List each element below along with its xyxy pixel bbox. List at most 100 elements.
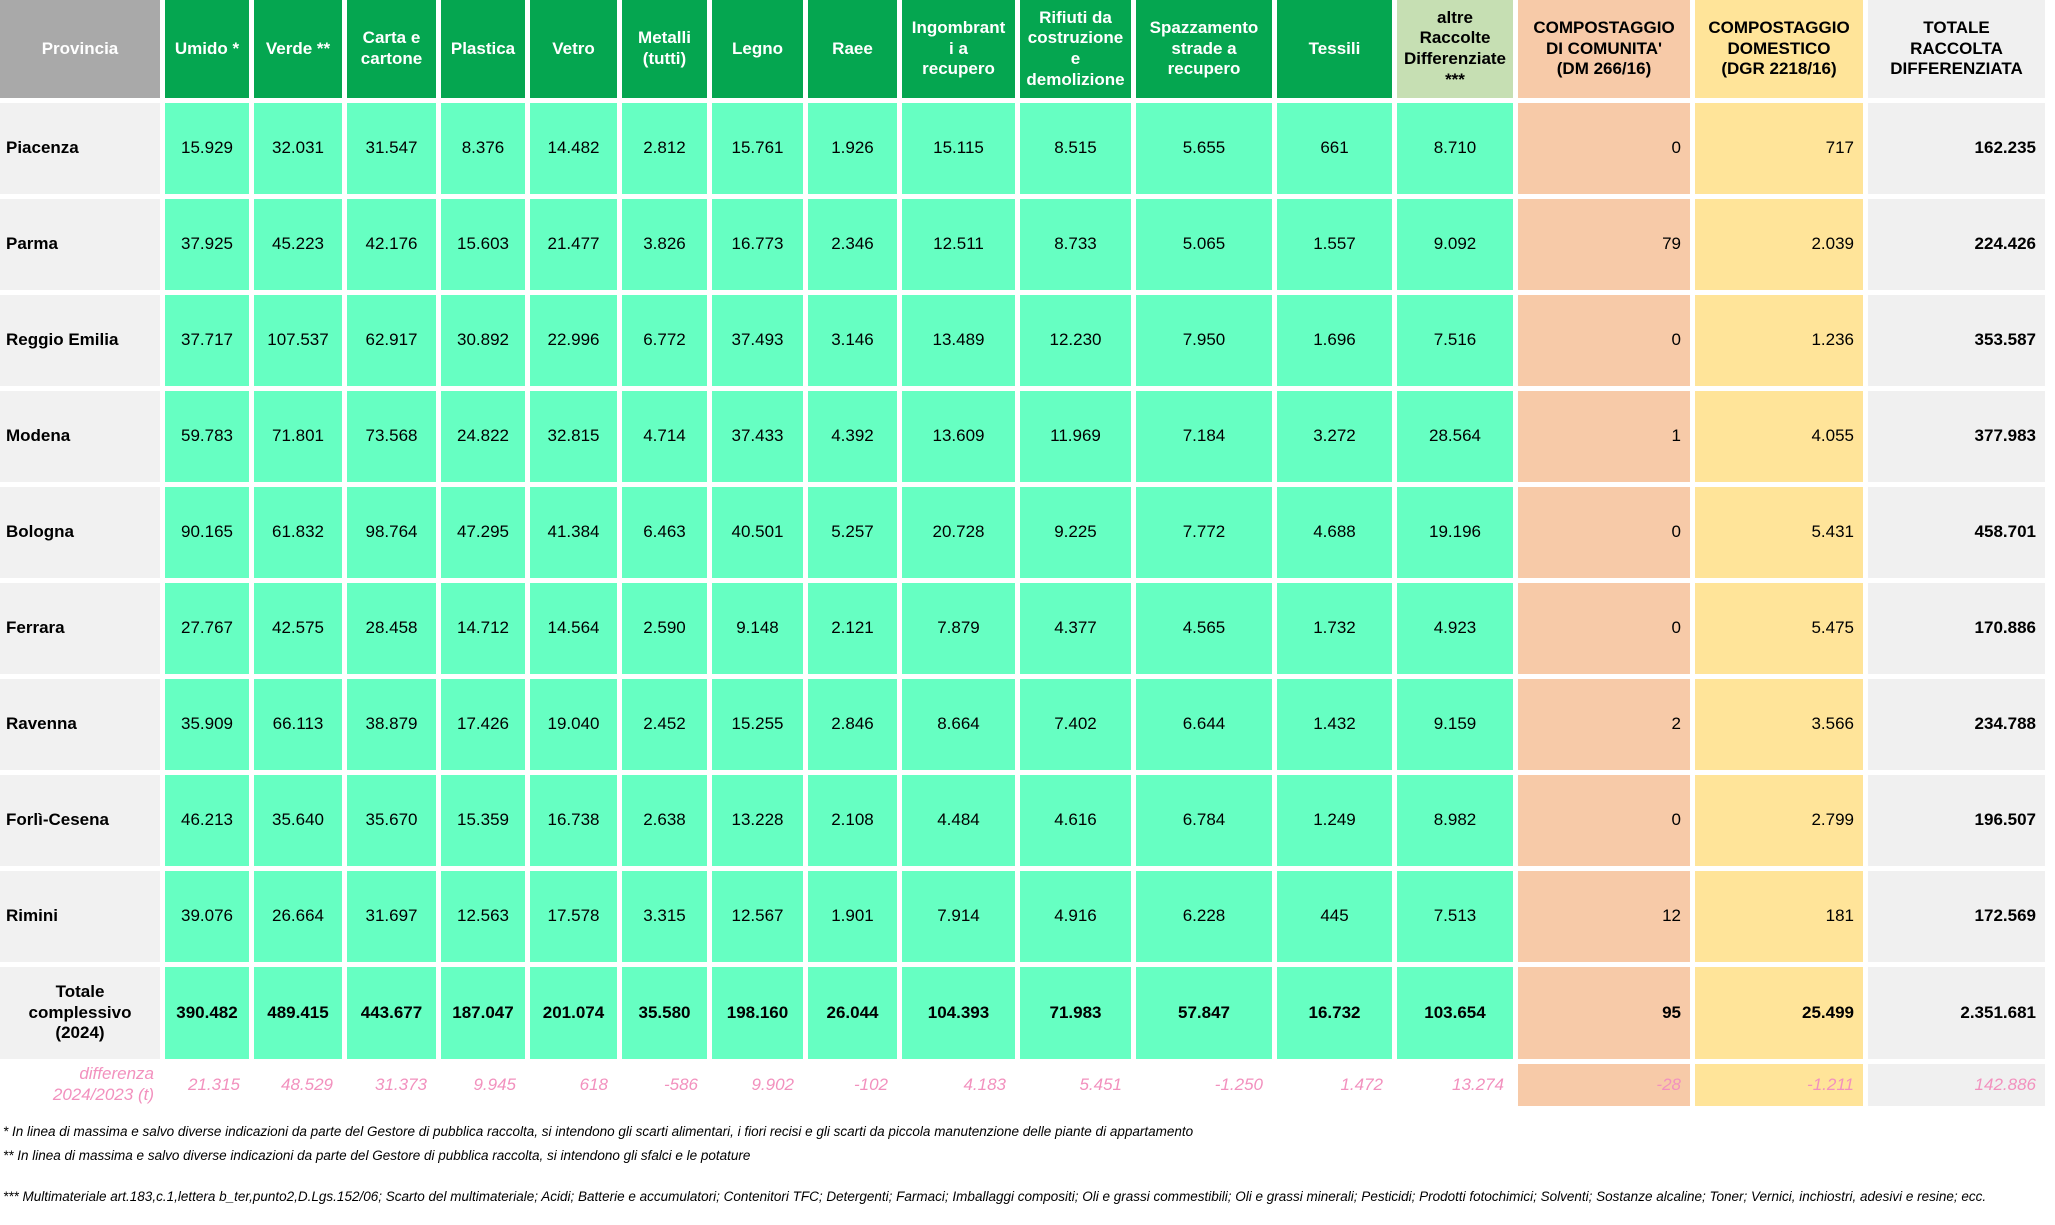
data-cell-umido: 15.929	[165, 103, 249, 194]
data-cell-spazzamento: 5.655	[1136, 103, 1272, 194]
data-cell-ingombranti: 7.879	[902, 583, 1015, 674]
data-cell-ingombranti: 104.393	[902, 967, 1015, 1059]
data-cell-rifiuti-costruzione: 4.616	[1020, 775, 1131, 866]
data-cell-metalli: 2.452	[622, 679, 707, 770]
data-cell-totale: 224.426	[1868, 199, 2045, 290]
data-cell-carta-e-cartone: 73.568	[347, 391, 436, 482]
data-cell-legno: 13.228	[712, 775, 803, 866]
data-cell-spazzamento: 7.184	[1136, 391, 1272, 482]
data-cell-compostaggio-comunita: 1	[1518, 391, 1690, 482]
data-cell-vetro: 21.477	[530, 199, 617, 290]
data-cell-raee: 3.146	[808, 295, 897, 386]
data-cell-totale: 142.886	[1868, 1064, 2045, 1106]
data-cell-rifiuti-costruzione: 8.515	[1020, 103, 1131, 194]
data-cell-compostaggio-domestico: -1.211	[1695, 1064, 1863, 1106]
data-cell-tessili: 445	[1277, 871, 1392, 962]
data-cell-tessili: 4.688	[1277, 487, 1392, 578]
data-cell-verde: 489.415	[254, 967, 342, 1059]
data-cell-vetro: 16.738	[530, 775, 617, 866]
data-cell-raee: 4.392	[808, 391, 897, 482]
data-cell-compostaggio-comunita: 0	[1518, 583, 1690, 674]
header-cell-ingombranti: Ingombrant i a recupero	[902, 0, 1015, 98]
data-cell-altre-raccolte: 28.564	[1397, 391, 1513, 482]
header-cell-carta-e-cartone: Carta e cartone	[347, 0, 436, 98]
data-cell-compostaggio-domestico: 2.799	[1695, 775, 1863, 866]
data-cell-compostaggio-domestico: 5.475	[1695, 583, 1863, 674]
data-cell-umido: 59.783	[165, 391, 249, 482]
data-cell-spazzamento: 4.565	[1136, 583, 1272, 674]
header-cell-metalli: Metalli (tutti)	[622, 0, 707, 98]
data-cell-metalli: 6.463	[622, 487, 707, 578]
header-cell-vetro: Vetro	[530, 0, 617, 98]
row-label: Ravenna	[0, 679, 160, 770]
data-cell-tessili: 1.732	[1277, 583, 1392, 674]
data-cell-legno: 198.160	[712, 967, 803, 1059]
row-label: Totale complessivo (2024)	[0, 967, 160, 1059]
data-cell-plastica: 9.945	[441, 1064, 525, 1106]
data-cell-verde: 66.113	[254, 679, 342, 770]
data-cell-tessili: 3.272	[1277, 391, 1392, 482]
header-cell-compostaggio-comunita: COMPOSTAGGIO DI COMUNITA' (DM 266/16)	[1518, 0, 1690, 98]
header-cell-spazzamento: Spazzamento strade a recupero	[1136, 0, 1272, 98]
data-cell-vetro: 17.578	[530, 871, 617, 962]
data-cell-compostaggio-comunita: 0	[1518, 103, 1690, 194]
data-cell-metalli: 4.714	[622, 391, 707, 482]
data-cell-legno: 15.255	[712, 679, 803, 770]
data-cell-metalli: 35.580	[622, 967, 707, 1059]
footnotes: * In linea di massima e salvo diverse in…	[3, 1124, 2055, 1204]
data-cell-legno: 37.493	[712, 295, 803, 386]
data-cell-umido: 37.925	[165, 199, 249, 290]
row-label: Parma	[0, 199, 160, 290]
data-cell-totale: 377.983	[1868, 391, 2045, 482]
data-cell-umido: 27.767	[165, 583, 249, 674]
data-cell-compostaggio-domestico: 717	[1695, 103, 1863, 194]
data-cell-totale: 172.569	[1868, 871, 2045, 962]
data-cell-compostaggio-domestico: 3.566	[1695, 679, 1863, 770]
data-cell-verde: 32.031	[254, 103, 342, 194]
data-cell-totale: 162.235	[1868, 103, 2045, 194]
data-cell-carta-e-cartone: 35.670	[347, 775, 436, 866]
data-cell-rifiuti-costruzione: 7.402	[1020, 679, 1131, 770]
table-row-totale-complessivo: Totale complessivo (2024) 390.482 489.415 4…	[0, 967, 2045, 1059]
data-cell-verde: 61.832	[254, 487, 342, 578]
data-cell-spazzamento: 6.784	[1136, 775, 1272, 866]
data-cell-umido: 35.909	[165, 679, 249, 770]
table-row-differenza: differenza 2024/2023 (t) 21.315 48.529 31.3…	[0, 1064, 2045, 1106]
data-cell-plastica: 15.603	[441, 199, 525, 290]
data-cell-plastica: 187.047	[441, 967, 525, 1059]
data-cell-ingombranti: 12.511	[902, 199, 1015, 290]
data-cell-carta-e-cartone: 42.176	[347, 199, 436, 290]
header-cell-tessili: Tessili	[1277, 0, 1392, 98]
data-cell-rifiuti-costruzione: 5.451	[1020, 1064, 1131, 1106]
data-cell-spazzamento: -1.250	[1136, 1064, 1272, 1106]
data-cell-legno: 37.433	[712, 391, 803, 482]
header-row: Provincia Umido * Verde ** Carta e cartone P…	[0, 0, 2045, 98]
data-cell-verde: 107.537	[254, 295, 342, 386]
data-cell-carta-e-cartone: 443.677	[347, 967, 436, 1059]
data-cell-carta-e-cartone: 28.458	[347, 583, 436, 674]
row-label: Forlì-Cesena	[0, 775, 160, 866]
data-cell-metalli: -586	[622, 1064, 707, 1106]
data-cell-altre-raccolte: 13.274	[1397, 1064, 1513, 1106]
data-cell-rifiuti-costruzione: 4.916	[1020, 871, 1131, 962]
data-cell-raee: 2.346	[808, 199, 897, 290]
table-row-ferrara: Ferrara 27.767 42.575 28.458 14.712 14.564 2.5…	[0, 583, 2045, 674]
table-row-parma: Parma 37.925 45.223 42.176 15.603 21.477 3.826…	[0, 199, 2045, 290]
data-cell-vetro: 22.996	[530, 295, 617, 386]
table-row-ravenna: Ravenna 35.909 66.113 38.879 17.426 19.040 2.4…	[0, 679, 2045, 770]
data-cell-compostaggio-domestico: 4.055	[1695, 391, 1863, 482]
data-cell-rifiuti-costruzione: 8.733	[1020, 199, 1131, 290]
data-cell-vetro: 41.384	[530, 487, 617, 578]
data-cell-compostaggio-domestico: 181	[1695, 871, 1863, 962]
data-cell-tessili: 661	[1277, 103, 1392, 194]
data-cell-plastica: 15.359	[441, 775, 525, 866]
footnote-verde: ** In linea di massima e salvo diverse i…	[3, 1148, 751, 1163]
header-cell-compostaggio-domestico: COMPOSTAGGIO DOMESTICO (DGR 2218/16)	[1695, 0, 1863, 98]
header-cell-legno: Legno	[712, 0, 803, 98]
row-label: differenza 2024/2023 (t)	[0, 1064, 160, 1106]
data-cell-metalli: 3.826	[622, 199, 707, 290]
data-cell-plastica: 30.892	[441, 295, 525, 386]
data-cell-plastica: 17.426	[441, 679, 525, 770]
row-label: Bologna	[0, 487, 160, 578]
data-cell-compostaggio-comunita: 0	[1518, 487, 1690, 578]
